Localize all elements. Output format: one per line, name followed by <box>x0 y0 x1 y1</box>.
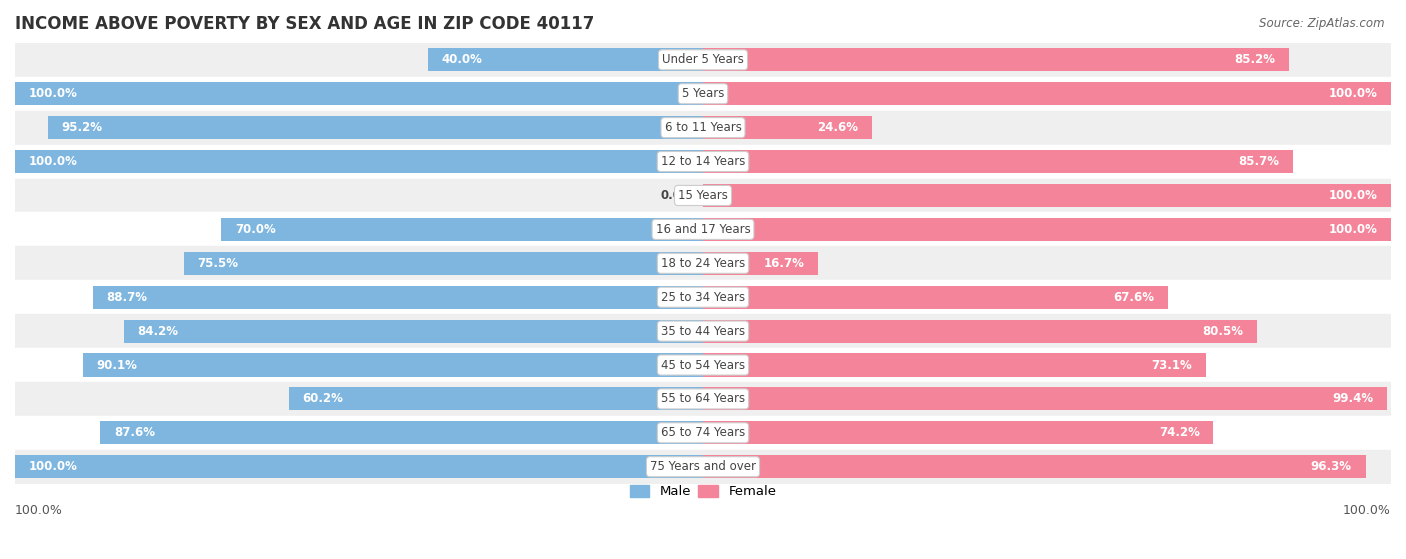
Bar <box>703 150 1292 173</box>
Text: 65 to 74 Years: 65 to 74 Years <box>661 427 745 439</box>
Text: INCOME ABOVE POVERTY BY SEX AND AGE IN ZIP CODE 40117: INCOME ABOVE POVERTY BY SEX AND AGE IN Z… <box>15 15 595 33</box>
Bar <box>124 320 703 343</box>
Bar <box>15 247 1391 280</box>
Text: 85.7%: 85.7% <box>1237 155 1279 168</box>
Bar <box>15 77 1391 111</box>
Text: 67.6%: 67.6% <box>1114 291 1154 304</box>
Bar <box>15 145 1391 178</box>
Bar <box>15 314 1391 348</box>
Bar <box>15 178 1391 212</box>
Legend: Male, Female: Male, Female <box>624 480 782 504</box>
Bar <box>427 48 703 72</box>
Text: Source: ZipAtlas.com: Source: ZipAtlas.com <box>1260 17 1385 30</box>
Text: 87.6%: 87.6% <box>114 427 155 439</box>
Text: Under 5 Years: Under 5 Years <box>662 53 744 67</box>
Bar <box>703 218 1391 241</box>
Bar <box>15 382 1391 416</box>
Bar <box>703 421 1213 444</box>
Text: 16 and 17 Years: 16 and 17 Years <box>655 223 751 236</box>
Text: 85.2%: 85.2% <box>1234 53 1275 67</box>
Text: 18 to 24 Years: 18 to 24 Years <box>661 257 745 270</box>
Text: 100.0%: 100.0% <box>1343 504 1391 517</box>
Text: 0.0%: 0.0% <box>659 189 693 202</box>
Bar <box>15 416 1391 450</box>
Bar <box>703 116 872 139</box>
Text: 73.1%: 73.1% <box>1152 358 1192 372</box>
Bar <box>703 353 1206 377</box>
Text: 25 to 34 Years: 25 to 34 Years <box>661 291 745 304</box>
Text: 100.0%: 100.0% <box>1329 87 1378 100</box>
Bar <box>93 286 703 309</box>
Bar <box>15 280 1391 314</box>
Text: 96.3%: 96.3% <box>1310 460 1351 473</box>
Bar <box>703 184 1391 207</box>
Text: 75 Years and over: 75 Years and over <box>650 460 756 473</box>
Text: 60.2%: 60.2% <box>302 392 343 405</box>
Bar <box>288 387 703 410</box>
Text: 16.7%: 16.7% <box>763 257 804 270</box>
Text: 88.7%: 88.7% <box>107 291 148 304</box>
Text: 99.4%: 99.4% <box>1331 392 1374 405</box>
Bar <box>15 348 1391 382</box>
Text: 100.0%: 100.0% <box>28 87 77 100</box>
Bar <box>184 252 703 275</box>
Text: 75.5%: 75.5% <box>197 257 239 270</box>
Bar <box>15 455 703 479</box>
Text: 5 Years: 5 Years <box>682 87 724 100</box>
Bar <box>703 387 1386 410</box>
Text: 90.1%: 90.1% <box>97 358 138 372</box>
Bar <box>703 286 1168 309</box>
Text: 45 to 54 Years: 45 to 54 Years <box>661 358 745 372</box>
Text: 80.5%: 80.5% <box>1202 325 1243 338</box>
Text: 74.2%: 74.2% <box>1159 427 1199 439</box>
Bar <box>15 111 1391 145</box>
Text: 15 Years: 15 Years <box>678 189 728 202</box>
Text: 100.0%: 100.0% <box>28 460 77 473</box>
Text: 70.0%: 70.0% <box>235 223 276 236</box>
Text: 84.2%: 84.2% <box>138 325 179 338</box>
Bar <box>703 320 1257 343</box>
Text: 6 to 11 Years: 6 to 11 Years <box>665 121 741 134</box>
Text: 24.6%: 24.6% <box>817 121 859 134</box>
Bar <box>15 43 1391 77</box>
Bar <box>703 48 1289 72</box>
Bar <box>15 82 703 105</box>
Bar <box>703 252 818 275</box>
Text: 100.0%: 100.0% <box>1329 223 1378 236</box>
Bar <box>83 353 703 377</box>
Bar <box>100 421 703 444</box>
Text: 35 to 44 Years: 35 to 44 Years <box>661 325 745 338</box>
Text: 100.0%: 100.0% <box>15 504 63 517</box>
Bar <box>15 150 703 173</box>
Text: 100.0%: 100.0% <box>1329 189 1378 202</box>
Text: 12 to 14 Years: 12 to 14 Years <box>661 155 745 168</box>
Bar <box>221 218 703 241</box>
Bar <box>15 212 1391 247</box>
Bar <box>15 450 1391 484</box>
Text: 100.0%: 100.0% <box>28 155 77 168</box>
Text: 55 to 64 Years: 55 to 64 Years <box>661 392 745 405</box>
Bar <box>703 455 1365 479</box>
Bar <box>48 116 703 139</box>
Bar <box>703 82 1391 105</box>
Text: 95.2%: 95.2% <box>62 121 103 134</box>
Text: 40.0%: 40.0% <box>441 53 482 67</box>
